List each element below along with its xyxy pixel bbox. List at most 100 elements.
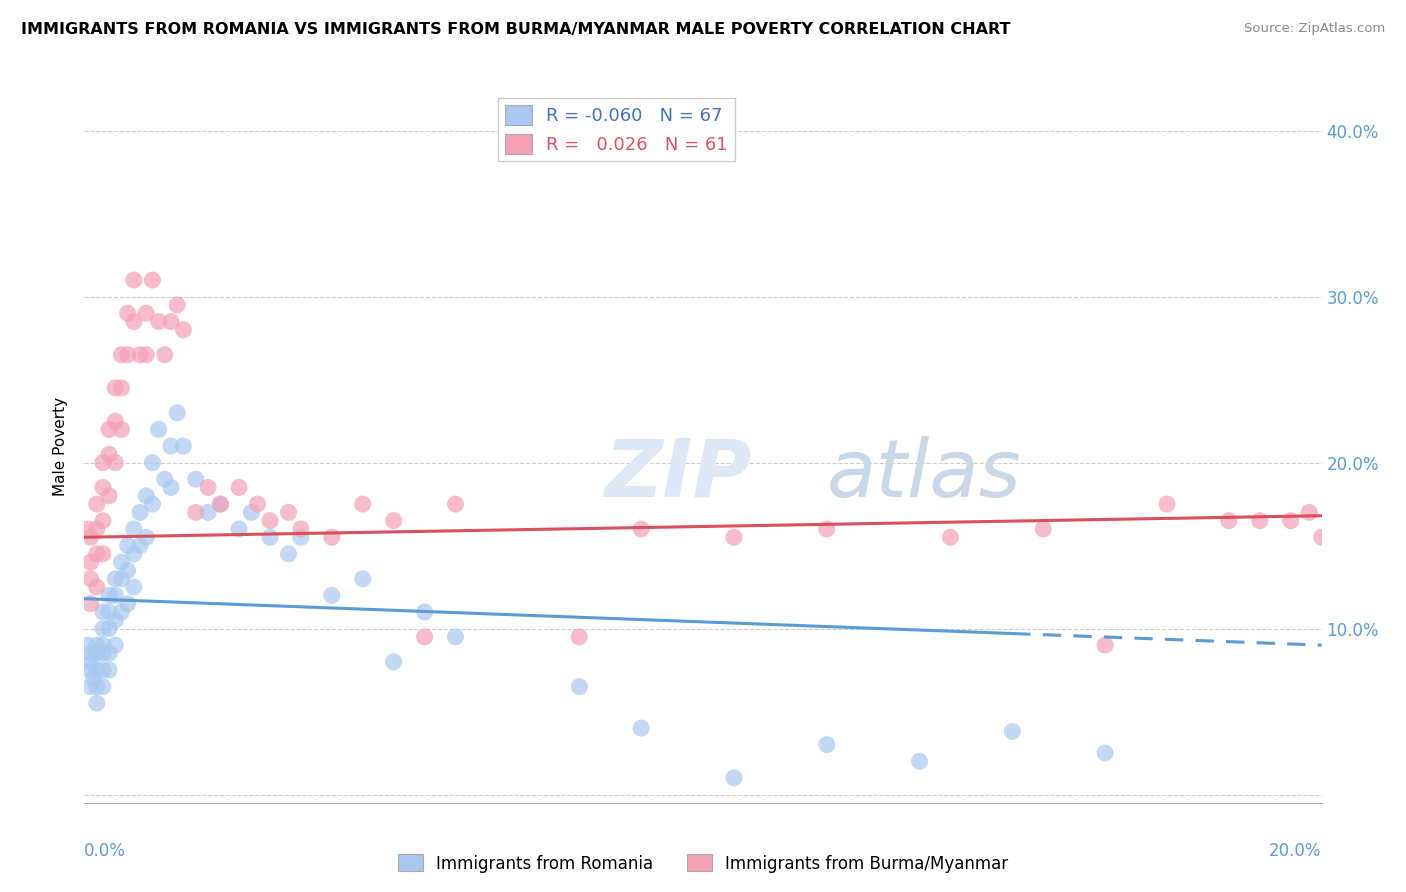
Point	[1298, 505, 1320, 519]
Point	[382, 514, 405, 528]
Point	[166, 298, 188, 312]
Point	[86, 580, 108, 594]
Point	[91, 547, 114, 561]
Point	[79, 572, 101, 586]
Point	[83, 671, 105, 685]
Point	[104, 414, 127, 428]
Point	[141, 497, 163, 511]
Point	[1249, 514, 1271, 528]
Point	[141, 273, 163, 287]
Point	[444, 497, 467, 511]
Point	[166, 406, 188, 420]
Point	[277, 505, 299, 519]
Point	[104, 613, 127, 627]
Point	[290, 530, 312, 544]
Text: ZIP: ZIP	[605, 435, 751, 514]
Point	[86, 522, 108, 536]
Point	[117, 348, 139, 362]
Point	[197, 505, 219, 519]
Point	[91, 680, 114, 694]
Point	[104, 456, 127, 470]
Text: atlas: atlas	[827, 435, 1022, 514]
Point	[98, 447, 121, 461]
Point	[160, 439, 183, 453]
Point	[382, 655, 405, 669]
Point	[110, 422, 132, 436]
Point	[939, 530, 962, 544]
Point	[86, 547, 108, 561]
Point	[122, 522, 145, 536]
Point	[98, 489, 121, 503]
Point	[815, 738, 838, 752]
Point	[228, 522, 250, 536]
Point	[723, 771, 745, 785]
Point	[79, 680, 101, 694]
Point	[129, 348, 152, 362]
Point	[86, 696, 108, 710]
Point	[172, 323, 194, 337]
Point	[110, 572, 132, 586]
Point	[259, 514, 281, 528]
Point	[86, 497, 108, 511]
Point	[321, 530, 343, 544]
Point	[91, 638, 114, 652]
Point	[908, 754, 931, 768]
Point	[246, 497, 269, 511]
Point	[79, 663, 101, 677]
Point	[240, 505, 263, 519]
Point	[135, 530, 157, 544]
Point	[86, 638, 108, 652]
Point	[1156, 497, 1178, 511]
Point	[110, 381, 132, 395]
Point	[110, 605, 132, 619]
Point	[568, 680, 591, 694]
Point	[1218, 514, 1240, 528]
Point	[148, 422, 170, 436]
Y-axis label: Male Poverty: Male Poverty	[53, 396, 69, 496]
Point	[1032, 522, 1054, 536]
Point	[79, 530, 101, 544]
Point	[228, 481, 250, 495]
Point	[98, 663, 121, 677]
Point	[160, 314, 183, 328]
Point	[86, 680, 108, 694]
Point	[91, 456, 114, 470]
Point	[723, 530, 745, 544]
Point	[209, 497, 232, 511]
Point	[104, 572, 127, 586]
Point	[1310, 530, 1333, 544]
Text: 20.0%: 20.0%	[1270, 842, 1322, 860]
Point	[141, 456, 163, 470]
Point	[259, 530, 281, 544]
Point	[160, 481, 183, 495]
Point	[197, 481, 219, 495]
Point	[98, 622, 121, 636]
Point	[129, 505, 152, 519]
Legend: Immigrants from Romania, Immigrants from Burma/Myanmar: Immigrants from Romania, Immigrants from…	[391, 847, 1015, 880]
Point	[122, 273, 145, 287]
Point	[117, 539, 139, 553]
Point	[1094, 638, 1116, 652]
Point	[153, 472, 176, 486]
Point	[98, 588, 121, 602]
Point	[135, 489, 157, 503]
Point	[79, 647, 101, 661]
Point	[172, 439, 194, 453]
Point	[98, 605, 121, 619]
Text: 0.0%: 0.0%	[84, 842, 127, 860]
Point	[86, 663, 108, 677]
Point	[86, 647, 108, 661]
Point	[277, 547, 299, 561]
Point	[122, 314, 145, 328]
Point	[79, 597, 101, 611]
Point	[184, 505, 207, 519]
Point	[76, 522, 98, 536]
Point	[122, 580, 145, 594]
Point	[153, 348, 176, 362]
Point	[117, 564, 139, 578]
Point	[117, 597, 139, 611]
Point	[122, 547, 145, 561]
Point	[413, 630, 436, 644]
Point	[184, 472, 207, 486]
Point	[413, 605, 436, 619]
